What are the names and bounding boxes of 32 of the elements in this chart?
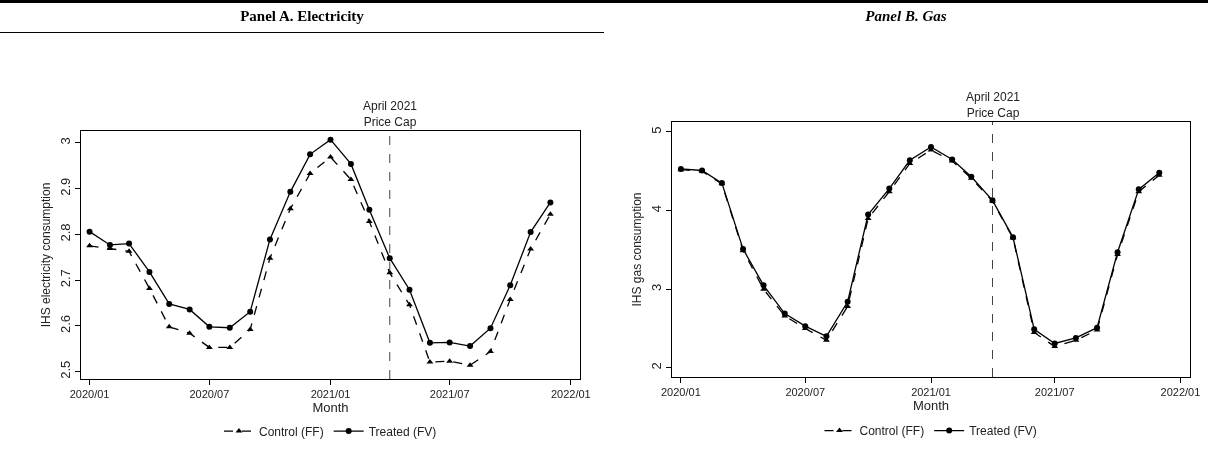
legend-label: Control (FF) [859,424,925,439]
x-tick-label: 2020/01 [661,386,701,399]
x-tick-label: 2020/01 [69,388,110,401]
x-axis-title: Month [912,398,950,414]
x-tick-label: 2021/07 [1034,386,1075,399]
legend-label: Treated (FV) [969,424,1037,439]
y-tick-label: 3 [57,137,73,145]
legend-label: Treated (FV) [368,424,437,439]
legend-label: Control (FF) [259,424,324,439]
chart-title: Panel B. Gas [864,8,948,25]
chart-title: Panel A. Electricity [239,8,365,25]
x-tick-label: 2020/07 [189,388,230,401]
y-tick-label: 2.9 [57,177,73,196]
x-tick-label: 2020/07 [785,386,826,399]
ref-line-label: April 2021 Price Cap [966,90,1021,120]
y-tick-label: 4 [648,205,664,213]
y-tick-label: 3 [648,283,664,291]
x-tick-label: 2021/01 [911,386,951,399]
x-tick-label: 2021/01 [310,388,351,401]
y-tick-label: 5 [648,126,664,134]
y-tick-label: 2.6 [57,314,73,334]
y-tick-label: 2.8 [57,223,73,242]
y-axis-title: IHS gas consumption [630,192,645,307]
y-tick-label: 2.5 [57,360,73,379]
x-tick-label: 2022/01 [550,388,591,401]
y-tick-label: 2 [648,362,664,370]
y-axis-title: IHS electricity consumption [39,182,54,328]
ref-line-label: April 2021 Price Cap [363,99,418,129]
y-tick-label: 2.7 [57,269,73,288]
x-tick-label: 2022/01 [1160,386,1201,399]
x-tick-label: 2021/07 [429,388,470,401]
x-axis-title: Month [312,400,349,416]
